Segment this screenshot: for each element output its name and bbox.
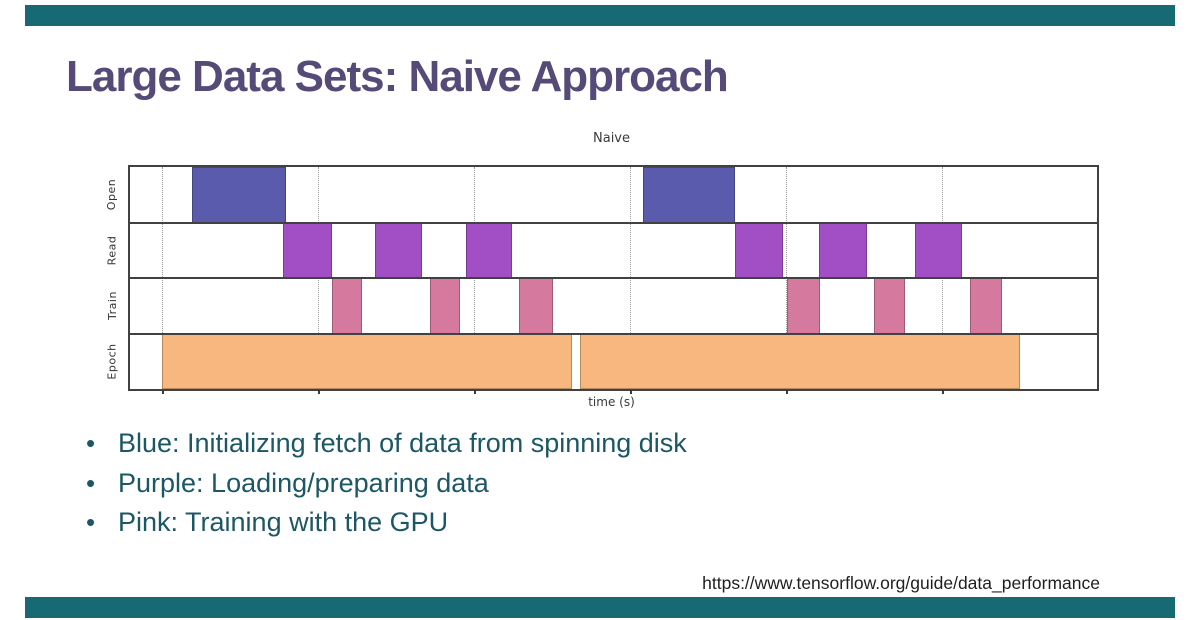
timeline-chart: Naive Open Read Train Epoch time (s): [106, 131, 1099, 409]
epoch-bar: [161, 333, 572, 389]
read-bar: [819, 222, 867, 278]
x-axis-tick: [474, 389, 477, 394]
read-bar: [465, 222, 512, 278]
chart-plot-area: Open Read Train Epoch: [106, 165, 1099, 394]
legend-item-pink: Pink: Training with the GPU: [80, 503, 687, 543]
train-bar: [873, 278, 905, 334]
legend-bullet-list: Blue: Initializing fetch of data from sp…: [80, 424, 687, 543]
row-separator: [130, 277, 1097, 279]
train-bar: [332, 278, 363, 334]
x-axis-tick: [785, 389, 788, 394]
open-bar: [191, 167, 286, 223]
chart-x-axis-label: time (s): [588, 395, 635, 409]
x-axis-tick: [161, 389, 164, 394]
row-label-read: Read: [105, 235, 119, 266]
chart-title: Naive: [593, 131, 630, 146]
source-url: https://www.tensorflow.org/guide/data_pe…: [702, 573, 1100, 593]
page-title: Large Data Sets: Naive Approach: [66, 52, 729, 101]
train-bar: [429, 278, 460, 334]
legend-item-purple: Purple: Loading/preparing data: [80, 464, 687, 504]
row-label-epoch: Epoch: [105, 343, 119, 380]
row-label-train: Train: [105, 291, 119, 321]
epoch-bar: [579, 333, 1020, 389]
read-bar: [374, 222, 423, 278]
row-separator: [130, 221, 1097, 224]
x-axis-tick: [629, 389, 632, 394]
row-separator: [130, 332, 1097, 335]
legend-item-blue: Blue: Initializing fetch of data from sp…: [80, 424, 687, 464]
top-accent-band: [25, 5, 1175, 26]
x-axis-tick: [942, 389, 945, 394]
read-bar: [915, 222, 962, 278]
train-bar: [518, 278, 553, 334]
read-bar: [735, 222, 783, 278]
row-label-open: Open: [105, 179, 119, 211]
open-bar: [642, 167, 736, 223]
bottom-accent-band: [25, 597, 1175, 618]
train-bar: [970, 278, 1003, 334]
train-bar: [786, 278, 821, 334]
read-bar: [282, 222, 333, 278]
x-axis-tick: [317, 389, 320, 394]
